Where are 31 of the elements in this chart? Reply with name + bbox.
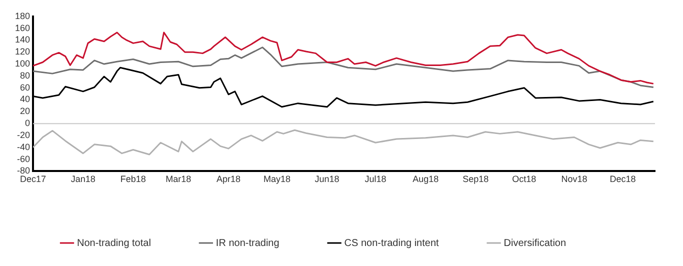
y-tick-label: 40 [20, 94, 30, 104]
y-tick-label: 80 [20, 70, 30, 80]
x-tick-label: Sep18 [462, 174, 489, 184]
y-tick-label: 0 [25, 118, 30, 128]
y-tick-label: 160 [14, 22, 30, 33]
y-tick-label: 140 [14, 34, 30, 45]
y-tick-label: 120 [14, 46, 30, 57]
legend-label: CS non-trading intent [344, 238, 440, 249]
legend-label: Non-trading total [77, 238, 151, 249]
y-tick-label: -40 [17, 142, 30, 152]
x-tick-label: Nov18 [561, 174, 588, 184]
x-tick-label: Oct18 [512, 174, 536, 184]
y-tick-label: -20 [17, 130, 30, 140]
x-tick-label: Mar18 [166, 174, 192, 184]
x-tick-label: Aug18 [412, 174, 439, 184]
x-tick-label: Dec18 [610, 174, 636, 184]
legend-label: Diversification [504, 238, 566, 249]
x-tick-label: May18 [263, 174, 290, 184]
y-tick-label: -80 [17, 166, 30, 176]
legend-label: IR non-trading [216, 238, 280, 249]
x-tick-label: Jul18 [364, 174, 386, 184]
x-tick-label: Dec17 [20, 174, 46, 184]
y-tick-label: -60 [17, 154, 30, 164]
y-tick-label: 60 [20, 82, 30, 92]
x-tick-label: Feb18 [120, 174, 146, 184]
x-tick-label: Jan18 [70, 174, 96, 184]
y-tick-label: 180 [14, 10, 30, 21]
y-tick-label: 20 [20, 106, 30, 116]
y-tick-label: 100 [14, 58, 30, 69]
x-tick-label: Apr18 [216, 174, 241, 184]
x-tick-label: Jun18 [314, 174, 340, 184]
